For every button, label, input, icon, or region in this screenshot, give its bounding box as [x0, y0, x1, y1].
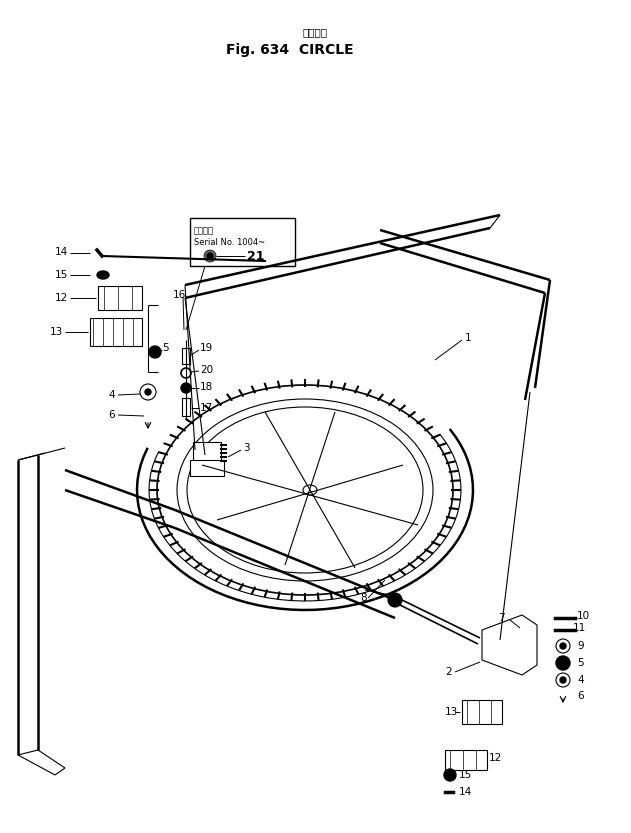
Circle shape	[207, 253, 213, 259]
Circle shape	[556, 639, 570, 653]
Bar	[182, 348, 190, 364]
Bar	[190, 460, 224, 476]
Circle shape	[444, 769, 456, 781]
Text: 12: 12	[489, 753, 502, 763]
Text: 5: 5	[577, 658, 584, 668]
Text: 3: 3	[243, 443, 250, 453]
Circle shape	[140, 384, 156, 400]
Text: 14: 14	[55, 247, 68, 257]
Text: 19: 19	[200, 343, 213, 353]
Text: 11: 11	[573, 623, 586, 633]
Text: 13: 13	[50, 327, 63, 337]
Bar	[193, 442, 221, 462]
Text: Fig. 634  CIRCLE: Fig. 634 CIRCLE	[226, 43, 354, 57]
Bar	[182, 398, 190, 416]
Text: 6: 6	[577, 691, 584, 701]
Text: 21: 21	[247, 250, 264, 262]
Circle shape	[181, 383, 191, 393]
Text: 16: 16	[173, 290, 186, 300]
Text: 4: 4	[577, 675, 584, 685]
Text: 12: 12	[55, 293, 68, 303]
Text: 6: 6	[108, 410, 115, 420]
Text: 18: 18	[200, 382, 213, 392]
Text: 17: 17	[200, 403, 213, 413]
Bar	[462, 700, 502, 724]
Circle shape	[145, 389, 151, 395]
Circle shape	[556, 673, 570, 687]
Ellipse shape	[100, 273, 106, 277]
Text: 4: 4	[108, 390, 115, 400]
Circle shape	[149, 346, 161, 358]
Circle shape	[560, 677, 566, 683]
Text: 20: 20	[200, 365, 213, 375]
Bar	[90, 318, 142, 346]
Ellipse shape	[97, 271, 109, 279]
Bar	[98, 286, 142, 310]
Text: 14: 14	[459, 787, 472, 797]
Polygon shape	[482, 615, 537, 675]
Text: 1: 1	[465, 333, 471, 343]
Circle shape	[556, 656, 570, 670]
Text: 15: 15	[459, 770, 472, 780]
Circle shape	[204, 250, 216, 262]
Bar	[445, 750, 487, 770]
Text: 5: 5	[162, 343, 168, 353]
Text: サークル: サークル	[302, 27, 327, 37]
Text: 13: 13	[445, 707, 458, 717]
Text: 適用番号: 適用番号	[194, 226, 214, 235]
Text: Serial No. 1004~: Serial No. 1004~	[194, 238, 265, 247]
Text: 2: 2	[445, 667, 452, 677]
Circle shape	[560, 643, 566, 649]
Text: 7: 7	[498, 613, 505, 623]
Text: 10: 10	[577, 611, 590, 621]
Text: 8: 8	[360, 593, 367, 603]
Bar	[190, 218, 295, 266]
Text: 9: 9	[577, 641, 584, 651]
Text: 15: 15	[55, 270, 68, 280]
Circle shape	[388, 593, 402, 607]
